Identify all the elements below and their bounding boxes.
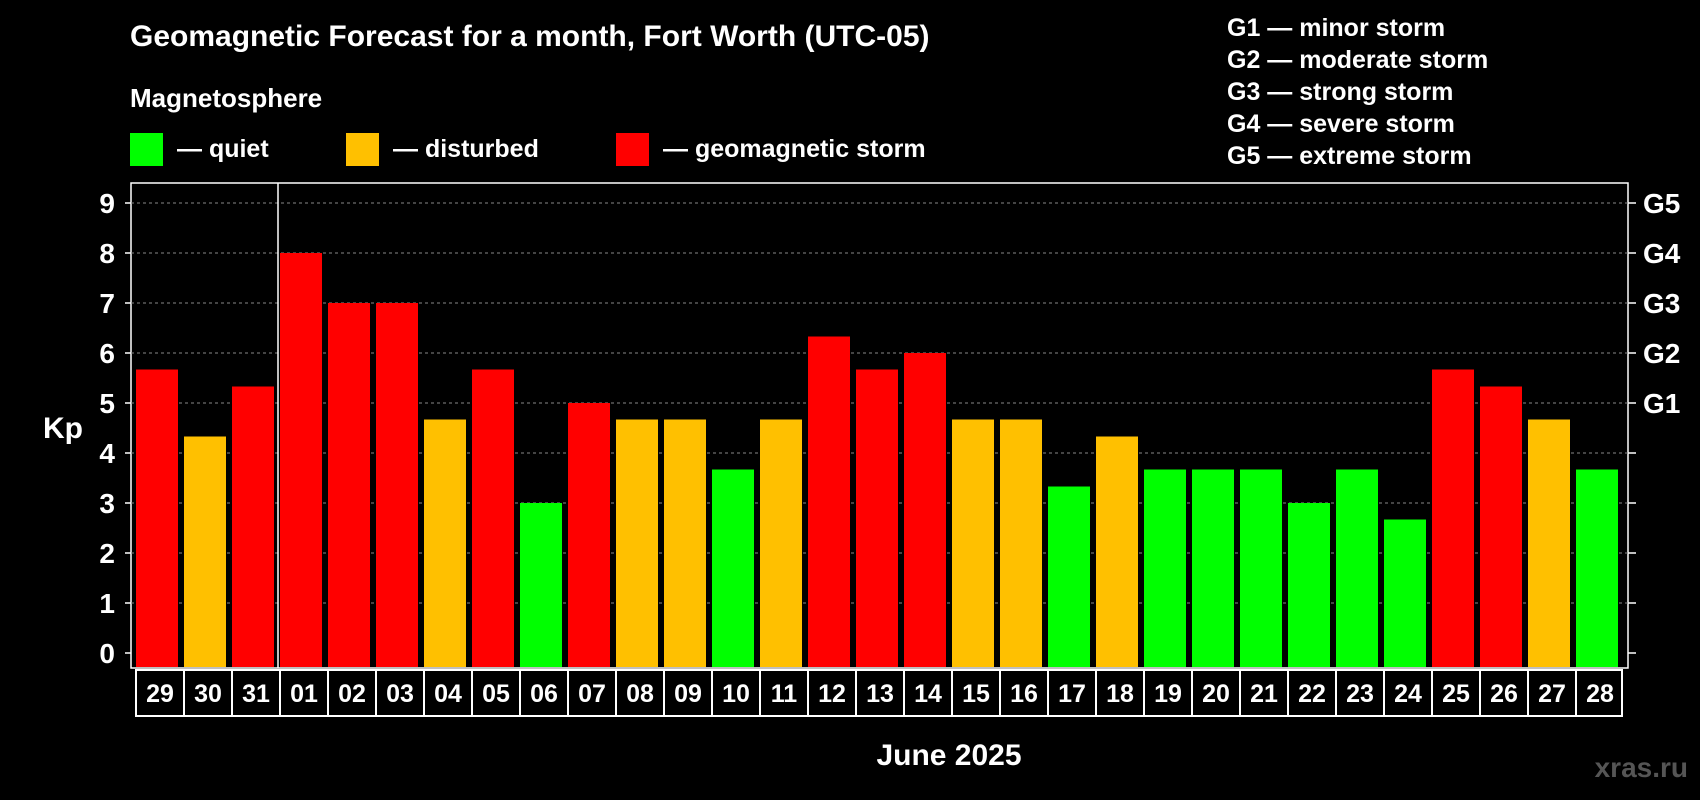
bar-day-13 bbox=[856, 369, 898, 667]
right-axis-label-g3: G3 bbox=[1643, 288, 1680, 319]
bar-day-26 bbox=[1480, 386, 1522, 667]
bar-day-21 bbox=[1240, 469, 1282, 667]
bar-day-23 bbox=[1336, 469, 1378, 667]
bar-day-18 bbox=[1096, 436, 1138, 667]
x-tick-label: 02 bbox=[338, 680, 366, 708]
bar-day-28 bbox=[1576, 469, 1618, 667]
x-tick-label: 15 bbox=[962, 680, 990, 708]
plot-frame bbox=[130, 182, 1629, 669]
bar-day-03 bbox=[376, 303, 418, 667]
x-tick-label: 19 bbox=[1154, 680, 1182, 708]
x-tick-label: 08 bbox=[626, 680, 654, 708]
bar-day-15 bbox=[952, 419, 994, 667]
x-tick-label: 21 bbox=[1250, 680, 1278, 708]
bar-day-07 bbox=[568, 403, 610, 667]
x-tick-label: 20 bbox=[1202, 680, 1230, 708]
x-tick-label: 17 bbox=[1058, 680, 1086, 708]
x-tick-label: 23 bbox=[1346, 680, 1374, 708]
right-axis-label-g5: G5 bbox=[1643, 188, 1680, 219]
y-tick-label: 2 bbox=[99, 538, 115, 569]
bar-day-22 bbox=[1288, 503, 1330, 667]
legend-swatch-disturbed bbox=[346, 133, 379, 166]
bar-day-14 bbox=[904, 353, 946, 667]
y-tick-label: 9 bbox=[99, 188, 115, 219]
bar-day-31 bbox=[232, 386, 274, 667]
y-tick-label: 8 bbox=[99, 238, 115, 269]
legend-swatch-quiet bbox=[130, 133, 163, 166]
bar-day-09 bbox=[664, 419, 706, 667]
legend-label-storm: — geomagnetic storm bbox=[663, 135, 926, 163]
y-tick-label: 1 bbox=[99, 588, 115, 619]
right-axis-label-g4: G4 bbox=[1643, 238, 1681, 269]
y-axis-title: Kp bbox=[43, 412, 83, 445]
x-tick-label: 07 bbox=[578, 680, 606, 708]
x-tick-label: 31 bbox=[242, 680, 270, 708]
right-axis-label-g2: G2 bbox=[1643, 338, 1680, 369]
legend-label-quiet: — quiet bbox=[177, 135, 269, 163]
storm-scale-g1: G1 — minor storm bbox=[1227, 14, 1446, 42]
x-tick-label: 03 bbox=[386, 680, 414, 708]
y-tick-label: 0 bbox=[99, 638, 115, 669]
x-tick-label: 29 bbox=[146, 680, 174, 708]
x-tick-label: 13 bbox=[866, 680, 894, 708]
bar-day-10 bbox=[712, 469, 754, 667]
storm-scale-g5: G5 — extreme storm bbox=[1227, 142, 1472, 170]
x-tick-label: 05 bbox=[482, 680, 510, 708]
bar-day-24 bbox=[1384, 519, 1426, 667]
bar-day-19 bbox=[1144, 469, 1186, 667]
x-tick-label: 28 bbox=[1586, 680, 1614, 708]
x-tick-label: 25 bbox=[1442, 680, 1470, 708]
chart-title: Geomagnetic Forecast for a month, Fort W… bbox=[130, 20, 930, 53]
x-tick-label: 22 bbox=[1298, 680, 1326, 708]
y-tick-label: 3 bbox=[99, 488, 115, 519]
x-tick-label: 01 bbox=[290, 680, 318, 708]
watermark: xras.ru bbox=[1594, 752, 1688, 783]
bar-day-06 bbox=[520, 503, 562, 667]
bar-day-27 bbox=[1528, 419, 1570, 667]
bar-day-02 bbox=[328, 303, 370, 667]
bar-day-25 bbox=[1432, 369, 1474, 667]
x-axis-title: June 2025 bbox=[876, 739, 1021, 772]
right-axis-label-g1: G1 bbox=[1643, 388, 1680, 419]
x-tick-label: 26 bbox=[1490, 680, 1518, 708]
x-tick-label: 12 bbox=[818, 680, 846, 708]
storm-scale-g4: G4 — severe storm bbox=[1227, 110, 1455, 138]
storm-scale-g3: G3 — strong storm bbox=[1227, 78, 1454, 106]
bar-day-11 bbox=[760, 419, 802, 667]
x-tick-label: 09 bbox=[674, 680, 702, 708]
x-tick-label: 11 bbox=[771, 680, 798, 708]
legend-swatch-storm bbox=[616, 133, 649, 166]
bar-day-12 bbox=[808, 336, 850, 667]
bar-day-04 bbox=[424, 419, 466, 667]
x-tick-label: 04 bbox=[434, 680, 462, 708]
bar-day-29 bbox=[136, 369, 178, 667]
bar-day-05 bbox=[472, 369, 514, 667]
bar-day-30 bbox=[184, 436, 226, 667]
x-tick-label: 14 bbox=[914, 680, 942, 708]
x-tick-label: 27 bbox=[1538, 680, 1566, 708]
y-tick-label: 6 bbox=[99, 338, 115, 369]
bar-day-17 bbox=[1048, 486, 1090, 667]
x-tick-label: 16 bbox=[1010, 680, 1038, 708]
bar-day-08 bbox=[616, 419, 658, 667]
bar-day-01 bbox=[280, 253, 322, 667]
x-tick-label: 24 bbox=[1394, 680, 1422, 708]
y-tick-label: 7 bbox=[99, 288, 115, 319]
legend-label-disturbed: — disturbed bbox=[393, 135, 539, 163]
y-tick-label: 5 bbox=[99, 388, 115, 419]
x-tick-label: 10 bbox=[722, 680, 750, 708]
y-tick-label: 4 bbox=[99, 438, 115, 469]
bar-day-20 bbox=[1192, 469, 1234, 667]
bar-day-16 bbox=[1000, 419, 1042, 667]
x-tick-label: 30 bbox=[194, 680, 222, 708]
legend-heading: Magnetosphere bbox=[130, 83, 323, 113]
x-tick-label: 06 bbox=[530, 680, 558, 708]
storm-scale-g2: G2 — moderate storm bbox=[1227, 46, 1489, 74]
date-row-frame bbox=[135, 669, 1623, 717]
x-tick-label: 18 bbox=[1106, 680, 1134, 708]
